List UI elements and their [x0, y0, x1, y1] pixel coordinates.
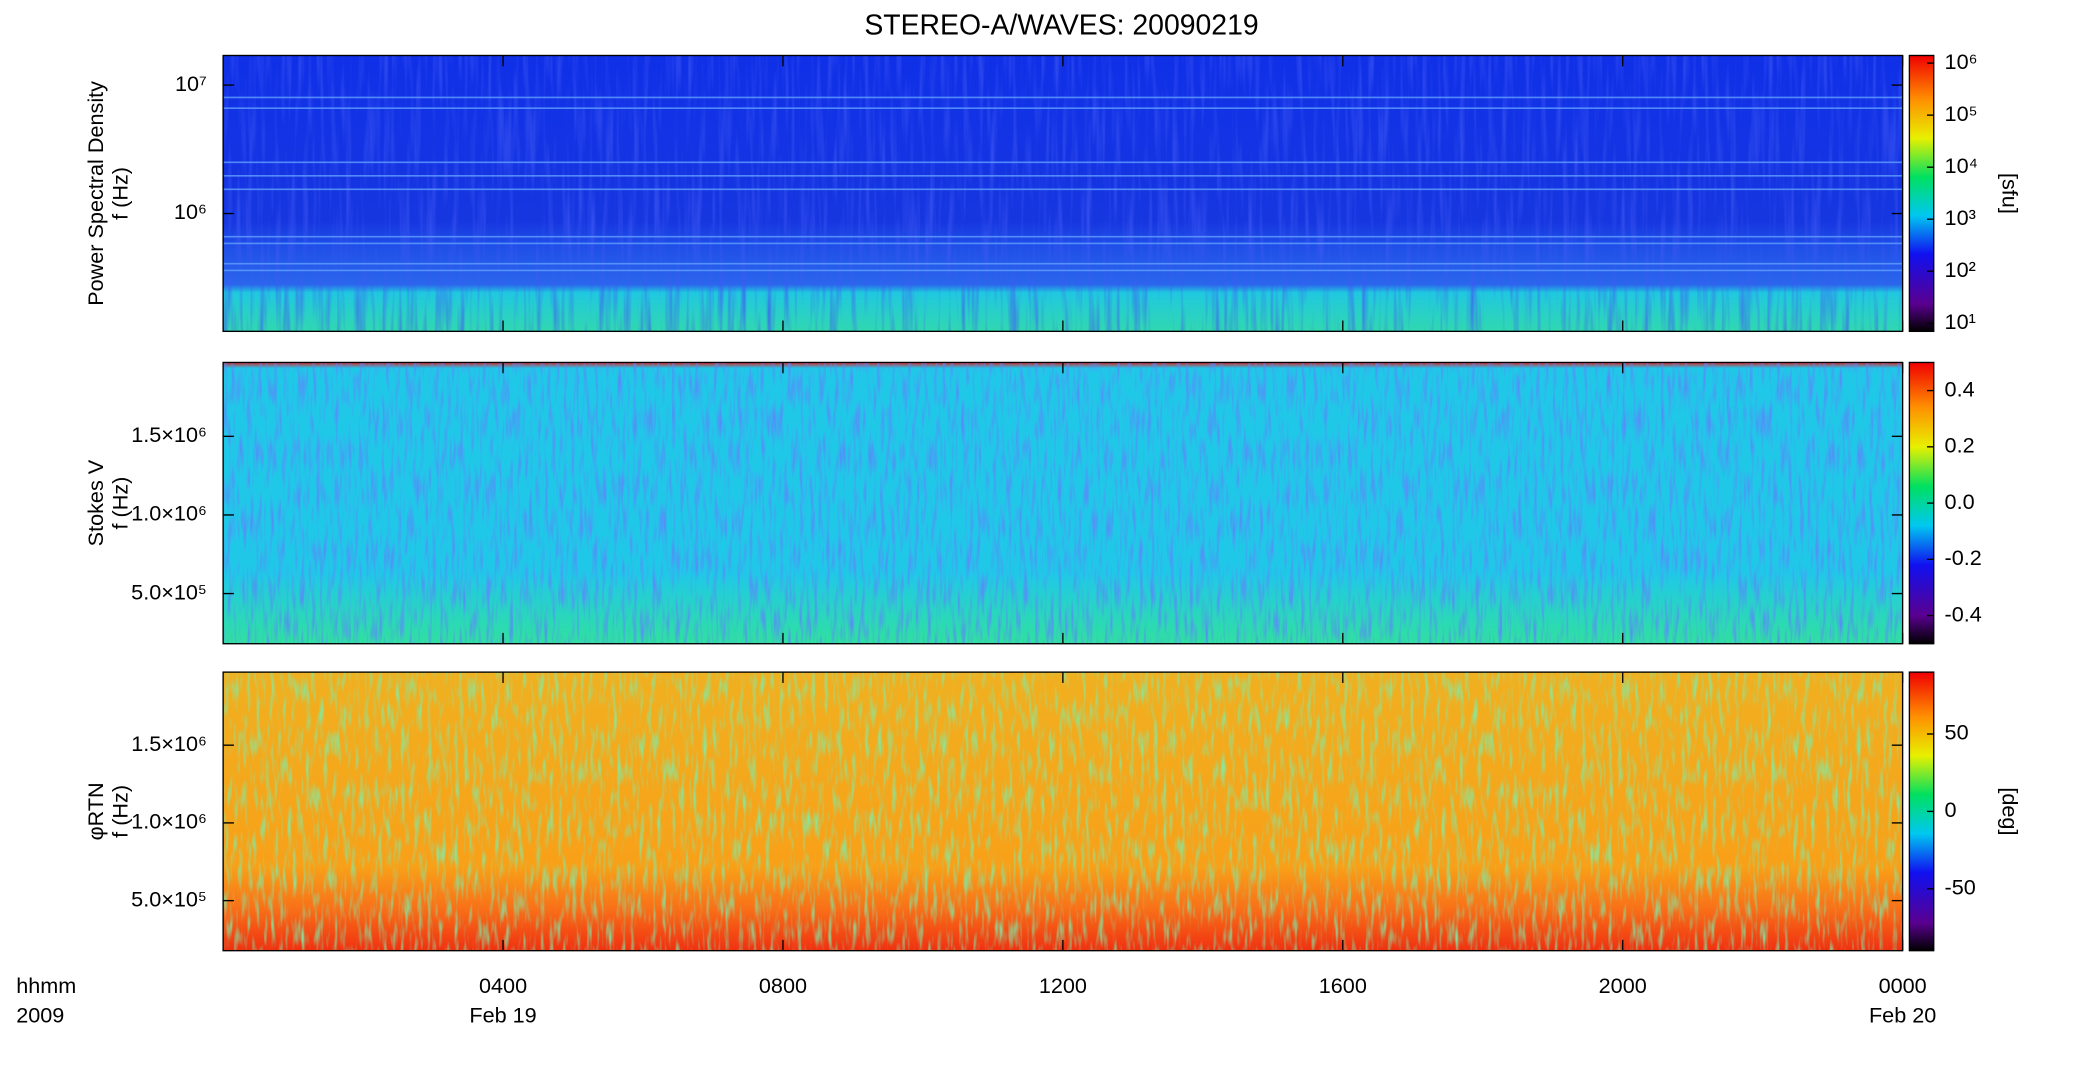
spectrogram-texture — [223, 362, 1903, 644]
x-tick-label: 0400 — [479, 973, 527, 998]
x-tick-label: 1600 — [1319, 973, 1367, 998]
x-tick-label: 0000 — [1879, 973, 1927, 998]
colorbar-tick-label: 0.0 — [1945, 489, 1975, 514]
y-tick-label: 1.0×10⁶ — [131, 809, 207, 834]
colorbar-tick-label: -0.2 — [1945, 545, 1982, 570]
y-axis-label: φRTN — [83, 782, 108, 840]
colorbar-tick-label: 0.2 — [1945, 433, 1975, 458]
colorbar-label: [deg] — [1997, 787, 2022, 835]
colorbar-tick-label: 10⁶ — [1945, 49, 1978, 74]
spectrogram-texture — [223, 55, 1903, 332]
x-tick-label: 1200 — [1039, 973, 1087, 998]
colorbar-tick-label: -50 — [1945, 874, 1976, 899]
y-axis-label: Power Spectral Density — [83, 81, 108, 306]
y-tick-label: 5.0×10⁵ — [131, 579, 207, 604]
colorbar-tick-label: -0.4 — [1945, 601, 1982, 626]
colorbar-tick-label: 50 — [1945, 720, 1969, 745]
colorbar-tick-label: 10⁴ — [1945, 153, 1978, 178]
colorbar-tick-label: 0 — [1945, 797, 1957, 822]
y-axis-label: f (Hz) — [107, 167, 132, 220]
colorbar-tick-label: 10¹ — [1945, 309, 1976, 334]
y-tick-label: 5.0×10⁵ — [131, 886, 207, 911]
x-date-label: Feb 20 — [1869, 1003, 1936, 1028]
colorbar-tick-label: 10⁵ — [1945, 101, 1978, 126]
y-axis-label: Stokes V — [83, 459, 108, 546]
chart-title: STEREO-A/WAVES: 20090219 — [864, 10, 1258, 42]
x-axis-label: hhmm — [16, 973, 76, 998]
x-date-label: Feb 19 — [469, 1003, 536, 1028]
colorbar-tick-label: 10³ — [1945, 205, 1976, 230]
y-tick-label: 1.5×10⁶ — [131, 422, 207, 447]
spectrogram-texture — [223, 672, 1903, 951]
y-tick-label: 1.5×10⁶ — [131, 731, 207, 756]
y-tick-label: 10⁷ — [175, 71, 207, 96]
colorbar-tick-label: 0.4 — [1945, 376, 1975, 401]
x-tick-label: 2000 — [1599, 973, 1647, 998]
colorbar-tick-label: 10² — [1945, 257, 1976, 282]
colorbar-label: [sfu] — [1997, 173, 2022, 214]
y-axis-label: f (Hz) — [107, 477, 132, 530]
y-tick-label: 10⁶ — [174, 199, 207, 224]
y-tick-label: 1.0×10⁶ — [131, 501, 207, 526]
x-tick-label: 0800 — [759, 973, 807, 998]
x-axis-label: 2009 — [16, 1003, 64, 1028]
y-axis-label: f (Hz) — [107, 785, 132, 838]
colorbar — [1908, 54, 1935, 333]
